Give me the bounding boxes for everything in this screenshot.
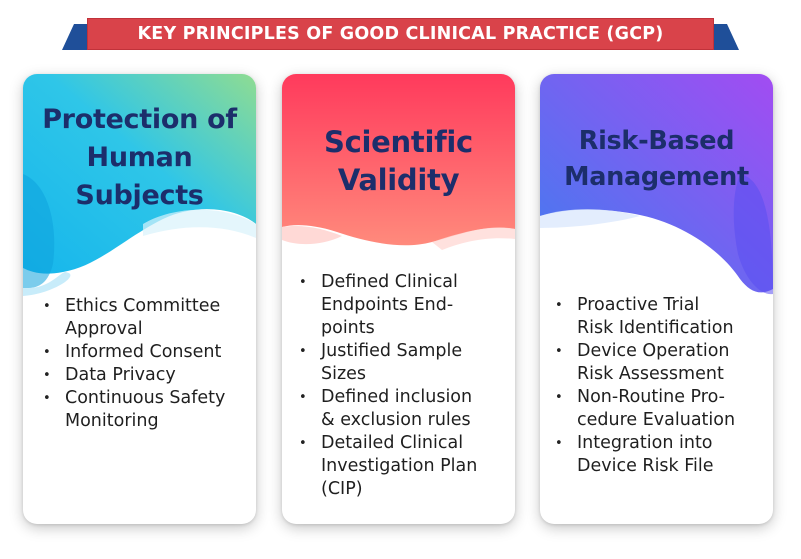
ribbon-tail-left [62, 24, 92, 50]
banner-bar: KEY PRINCIPLES OF GOOD CLINICAL PRACTICE… [87, 18, 714, 50]
list-item: Non-Routine Pro- cedure Evaluation [555, 386, 735, 432]
card-title-line: Validity [337, 163, 460, 197]
list-item: Device Operation Risk Assessment [555, 340, 735, 386]
card-risk-based-management: Risk-Based Management Proactive Trial Ri… [540, 74, 773, 524]
list-item: Integration into Device Risk File [555, 432, 735, 478]
list-item: Defined Clinical Endpoints End- points [299, 271, 477, 340]
list-item-line: Proactive Trial [577, 295, 700, 315]
list-item-line: Endpoints End- [321, 295, 454, 315]
principle-list: Ethics Committee Approval Informed Conse… [43, 295, 225, 433]
list-item-line: Justified Sample [321, 341, 463, 361]
list-item: Data Privacy [43, 364, 225, 387]
card-title-line: Human [86, 142, 193, 173]
banner-title: KEY PRINCIPLES OF GOOD CLINICAL PRACTICE… [137, 24, 664, 44]
list-item: Detailed Clinical Investigation Plan (CI… [299, 432, 477, 501]
list-item-line: points [321, 318, 375, 338]
principle-list: Defined Clinical Endpoints End- points J… [299, 271, 477, 501]
title-banner: KEY PRINCIPLES OF GOOD CLINICAL PRACTICE… [62, 18, 739, 58]
list-item-line: Sizes [321, 364, 367, 384]
card-title-line: Scientific [324, 125, 473, 159]
card-title: Protection of Human Subjects [23, 101, 256, 215]
list-item: Defined inclusion & exclusion rules [299, 386, 477, 432]
principle-list: Proactive Trial Risk Identification Devi… [555, 294, 735, 478]
list-item-line: Continuous Safety [65, 388, 226, 408]
list-item: Ethics Committee Approval [43, 295, 225, 341]
list-item: Justified Sample Sizes [299, 340, 477, 386]
list-item-line: Data Privacy [65, 365, 176, 385]
card-protection-of-human-subjects: Protection of Human Subjects Ethics Comm… [23, 74, 256, 524]
card-title: Risk-Based Management [540, 123, 773, 195]
list-item-line: Integration into [577, 433, 713, 453]
list-item-line: & exclusion rules [321, 410, 471, 430]
list-item-line: (CIP) [321, 479, 363, 499]
list-item-line: Non-Routine Pro- [577, 387, 725, 407]
ribbon-tail-right [709, 24, 739, 50]
list-item: Proactive Trial Risk Identification [555, 294, 735, 340]
list-item-line: Risk Identification [577, 318, 734, 338]
card-header-background [282, 74, 515, 250]
list-item-line: Detailed Clinical [321, 433, 464, 453]
card-scientific-validity: Scientific Validity Defined Clinical End… [282, 74, 515, 524]
list-item: Informed Consent [43, 341, 225, 364]
card-title: Scientific Validity [282, 123, 515, 199]
card-header-background [540, 74, 773, 295]
list-item-line: cedure Evaluation [577, 410, 736, 430]
card-header-background [23, 74, 256, 296]
list-item-line: Defined inclusion [321, 387, 473, 407]
list-item-line: Defined Clinical [321, 272, 458, 292]
list-item-line: Device Operation [577, 341, 730, 361]
list-item-line: Informed Consent [65, 342, 222, 362]
list-item-line: Investigation Plan [321, 456, 478, 476]
card-title-line: Management [564, 162, 749, 192]
list-item-line: Risk Assessment [577, 364, 724, 384]
list-item-line: Approval [65, 319, 143, 339]
list-item-line: Monitoring [65, 411, 159, 431]
list-item-line: Device Risk File [577, 456, 714, 476]
card-title-line: Protection of [42, 104, 237, 135]
list-item: Continuous Safety Monitoring [43, 387, 225, 433]
card-title-line: Risk-Based [578, 126, 735, 156]
list-item-line: Ethics Committee [65, 296, 221, 316]
card-title-line: Subjects [75, 180, 204, 211]
